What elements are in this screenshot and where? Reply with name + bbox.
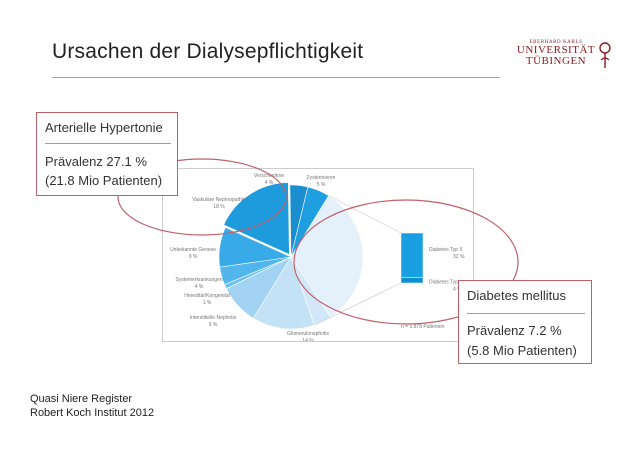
diabetes-callout: Diabetes mellitus Prävalenz 7.2 % (5.8 M…	[458, 280, 592, 364]
logo-line-2: UNIVERSITÄT	[516, 44, 596, 56]
title-divider	[52, 77, 500, 78]
slice-value-heredit-r-kongenital: 1 %	[203, 300, 212, 306]
slice-label-zystennieren: Zystennieren	[307, 175, 336, 181]
slice-value-vaskul-re-nephropathie: 18 %	[213, 204, 225, 210]
slice-label-verschiedene: Verschiedene	[254, 173, 285, 179]
bar-segment-diabetes-typ-ii	[400, 232, 424, 278]
slice-value-zystennieren: 5 %	[317, 182, 326, 188]
diabetes-divider	[467, 313, 585, 314]
university-logo: EBERHARD KARLS UNIVERSITÄT TÜBINGEN	[508, 38, 611, 88]
bar-label-diabetes-typ-i: Diabetes Typ I	[429, 279, 461, 285]
hypertension-divider	[45, 143, 171, 144]
slice-label-unbekannte-genese: Unbekannte Genese	[170, 247, 216, 253]
slice-label-systemerkrankungen: Systemerkrankungen	[175, 277, 222, 283]
diabetes-patients: (5.8 Mio Patienten)	[467, 343, 577, 358]
slice-label-vaskul-re-nephropathie: Vaskuläre Nephropathie	[192, 197, 245, 203]
slice-label-heredit-r-kongenital: Hereditär/Kongenital	[184, 293, 230, 299]
slice-label-interstitielle-nephritis: Interstitielle Nephritis	[190, 315, 237, 321]
slice-label-glomerulonephritis: Glomerulonephritis	[287, 331, 329, 337]
source-line-2: Robert Koch Institut 2012	[30, 407, 155, 419]
hypertension-prevalence: Prävalenz 27.1 %	[45, 154, 147, 169]
bar-segment-diabetes-typ-i	[400, 277, 424, 284]
diabetes-prevalence: Prävalenz 7.2 %	[467, 323, 562, 338]
patient-count-annotation: n = 5.878 Patienten	[401, 324, 445, 330]
slide-title: Ursachen der Dialysepflichtigkeit	[52, 40, 364, 63]
slice-value-systemerkrankungen: 4 %	[195, 284, 204, 290]
hypertension-heading: Arterielle Hypertonie	[45, 120, 163, 135]
diabetes-heading: Diabetes mellitus	[467, 288, 566, 303]
palm-emblem-icon	[599, 42, 611, 68]
logo-line-3: TÜBINGEN	[525, 55, 587, 67]
logo-line-1: EBERHARD KARLS	[529, 40, 583, 45]
slice-value-unbekannte-genese: 9 %	[189, 254, 198, 260]
slice-value-interstitielle-nephritis: 9 %	[209, 322, 218, 328]
pie-chart-figure: Glomerulonephritis 14 % Interstitielle Nep…	[162, 168, 474, 344]
slice-value-verschiedene: 4 %	[265, 180, 274, 186]
bar-label-diabetes-typ-ii: Diabetes Typ II	[429, 247, 462, 253]
hypertension-callout: Arterielle Hypertonie Prävalenz 27.1 % (…	[36, 112, 178, 196]
bar-value-diabetes-typ-ii: 32 %	[453, 254, 465, 260]
slice-value-glomerulonephritis: 14 %	[302, 338, 314, 341]
hypertension-patients: (21.8 Mio Patienten)	[45, 173, 163, 188]
source-line-1: Quasi Niere Register	[30, 393, 133, 405]
